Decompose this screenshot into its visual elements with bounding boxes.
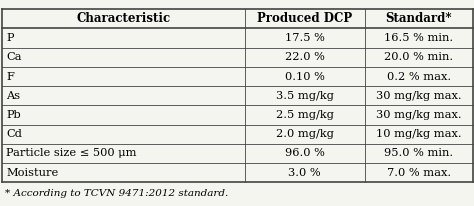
Text: Pb: Pb xyxy=(6,110,21,120)
Text: 30 mg/kg max.: 30 mg/kg max. xyxy=(376,91,462,101)
Text: * According to TCVN 9471:2012 standard.: * According to TCVN 9471:2012 standard. xyxy=(5,189,228,198)
Text: 3.0 %: 3.0 % xyxy=(289,168,321,178)
Text: 10 mg/kg max.: 10 mg/kg max. xyxy=(376,129,462,139)
Text: Characteristic: Characteristic xyxy=(76,12,171,25)
Text: F: F xyxy=(6,71,14,82)
Text: 7.0 % max.: 7.0 % max. xyxy=(387,168,451,178)
Text: 2.5 mg/kg: 2.5 mg/kg xyxy=(276,110,334,120)
Text: 0.10 %: 0.10 % xyxy=(285,71,325,82)
Text: 22.0 %: 22.0 % xyxy=(285,52,325,62)
Text: 95.0 % min.: 95.0 % min. xyxy=(384,149,454,158)
Text: 17.5 %: 17.5 % xyxy=(285,33,325,43)
Text: 16.5 % min.: 16.5 % min. xyxy=(384,33,454,43)
Text: P: P xyxy=(6,33,14,43)
Text: 20.0 % min.: 20.0 % min. xyxy=(384,52,454,62)
Text: 0.2 % max.: 0.2 % max. xyxy=(387,71,451,82)
Text: As: As xyxy=(6,91,20,101)
Text: Particle size ≤ 500 μm: Particle size ≤ 500 μm xyxy=(6,149,137,158)
Text: 96.0 %: 96.0 % xyxy=(285,149,325,158)
Text: Moisture: Moisture xyxy=(6,168,58,178)
Text: Standard*: Standard* xyxy=(386,12,452,25)
Text: 3.5 mg/kg: 3.5 mg/kg xyxy=(276,91,334,101)
Text: Produced DCP: Produced DCP xyxy=(257,12,352,25)
Text: 2.0 mg/kg: 2.0 mg/kg xyxy=(276,129,334,139)
Text: Ca: Ca xyxy=(6,52,22,62)
Text: Cd: Cd xyxy=(6,129,22,139)
Text: 30 mg/kg max.: 30 mg/kg max. xyxy=(376,110,462,120)
